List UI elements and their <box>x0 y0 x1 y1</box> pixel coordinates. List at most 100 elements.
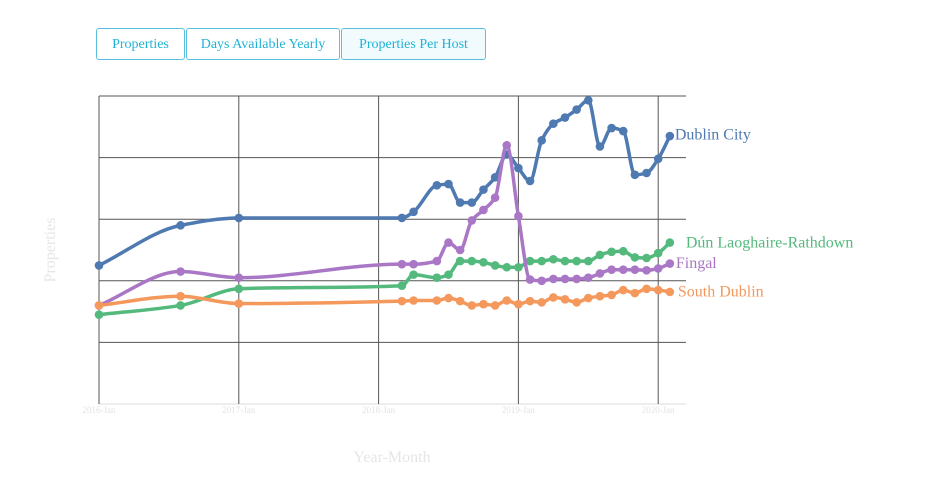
data-point[interactable] <box>642 284 651 294</box>
data-point[interactable] <box>584 96 593 105</box>
data-point[interactable] <box>595 250 605 260</box>
data-point[interactable] <box>630 253 640 262</box>
data-point[interactable] <box>572 298 581 307</box>
data-point[interactable] <box>630 170 640 180</box>
data-point[interactable] <box>653 154 663 164</box>
data-point[interactable] <box>653 264 663 273</box>
data-point[interactable] <box>479 299 488 309</box>
data-point[interactable] <box>467 256 477 266</box>
data-point[interactable] <box>409 207 418 217</box>
data-point[interactable] <box>490 173 500 182</box>
data-point[interactable] <box>665 259 675 268</box>
data-point[interactable] <box>653 248 663 258</box>
data-point[interactable] <box>409 259 418 269</box>
data-point[interactable] <box>549 293 558 302</box>
tab-properties[interactable]: Properties <box>96 28 185 60</box>
data-point[interactable] <box>525 275 535 284</box>
data-point[interactable] <box>642 266 651 275</box>
data-point[interactable] <box>397 213 407 223</box>
data-point[interactable] <box>94 310 104 319</box>
data-point[interactable] <box>502 296 512 305</box>
data-point[interactable] <box>490 261 500 270</box>
data-point[interactable] <box>397 259 407 269</box>
data-point[interactable] <box>560 274 570 284</box>
data-point[interactable] <box>176 267 185 276</box>
data-point[interactable] <box>537 298 546 307</box>
data-point[interactable] <box>444 293 453 303</box>
data-point[interactable] <box>607 123 616 133</box>
data-point[interactable] <box>549 274 558 284</box>
data-point[interactable] <box>537 256 546 266</box>
data-point[interactable] <box>665 131 675 141</box>
data-point[interactable] <box>455 245 465 255</box>
data-point[interactable] <box>549 119 558 129</box>
data-point[interactable] <box>607 265 616 275</box>
data-point[interactable] <box>514 262 523 272</box>
data-point[interactable] <box>479 258 488 267</box>
data-point[interactable] <box>397 296 407 306</box>
data-point[interactable] <box>665 287 675 297</box>
data-point[interactable] <box>479 205 488 215</box>
data-point[interactable] <box>584 256 593 266</box>
data-point[interactable] <box>584 293 593 303</box>
data-point[interactable] <box>514 211 523 221</box>
data-point[interactable] <box>467 216 477 225</box>
data-point[interactable] <box>560 294 570 304</box>
data-point[interactable] <box>490 301 500 310</box>
data-point[interactable] <box>618 285 628 295</box>
data-point[interactable] <box>490 193 500 202</box>
data-point[interactable] <box>467 301 477 310</box>
data-point[interactable] <box>630 265 640 275</box>
data-point[interactable] <box>607 247 616 257</box>
data-point[interactable] <box>444 179 453 189</box>
data-point[interactable] <box>653 285 663 295</box>
data-point[interactable] <box>514 299 523 309</box>
data-point[interactable] <box>176 301 185 310</box>
data-point[interactable] <box>444 238 453 247</box>
data-point[interactable] <box>618 126 628 136</box>
data-point[interactable] <box>595 291 605 301</box>
data-point[interactable] <box>432 181 442 190</box>
data-point[interactable] <box>467 198 477 207</box>
tab-properties-per-host[interactable]: Properties Per Host <box>341 28 486 60</box>
data-point[interactable] <box>560 113 570 122</box>
data-point[interactable] <box>432 273 442 283</box>
data-point[interactable] <box>584 273 593 283</box>
data-point[interactable] <box>525 176 535 186</box>
data-point[interactable] <box>618 246 628 256</box>
data-point[interactable] <box>572 256 581 266</box>
data-point[interactable] <box>176 221 185 230</box>
data-point[interactable] <box>234 213 244 223</box>
data-point[interactable] <box>665 238 675 247</box>
data-point[interactable] <box>234 284 244 294</box>
data-point[interactable] <box>537 276 546 286</box>
data-point[interactable] <box>618 265 628 275</box>
data-point[interactable] <box>409 270 418 279</box>
data-point[interactable] <box>432 256 442 266</box>
data-point[interactable] <box>444 270 453 279</box>
data-point[interactable] <box>432 296 442 305</box>
data-point[interactable] <box>397 281 407 291</box>
data-point[interactable] <box>572 105 581 114</box>
data-point[interactable] <box>234 299 244 308</box>
data-point[interactable] <box>94 261 104 270</box>
data-point[interactable] <box>630 288 640 298</box>
data-point[interactable] <box>525 256 535 266</box>
data-point[interactable] <box>595 269 605 278</box>
data-point[interactable] <box>409 296 418 305</box>
data-point[interactable] <box>176 291 185 301</box>
data-point[interactable] <box>572 274 581 284</box>
data-point[interactable] <box>595 142 605 151</box>
data-point[interactable] <box>455 296 465 306</box>
data-point[interactable] <box>455 256 465 266</box>
data-point[interactable] <box>514 163 523 173</box>
data-point[interactable] <box>607 290 616 300</box>
data-point[interactable] <box>525 296 535 306</box>
data-point[interactable] <box>234 273 244 283</box>
data-point[interactable] <box>502 140 512 150</box>
data-point[interactable] <box>479 185 488 194</box>
data-point[interactable] <box>502 262 512 272</box>
data-point[interactable] <box>537 136 546 145</box>
data-point[interactable] <box>560 256 570 266</box>
tab-days-available-yearly[interactable]: Days Available Yearly <box>186 28 340 60</box>
